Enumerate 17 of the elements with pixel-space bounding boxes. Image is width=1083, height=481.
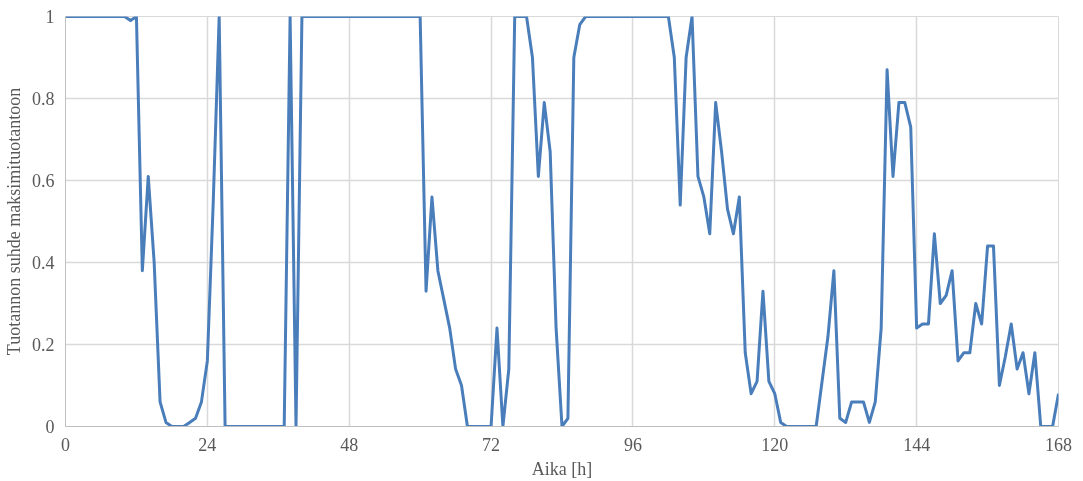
y-tick-label: 0.2 [32, 335, 55, 355]
x-tick-label: 48 [340, 434, 359, 455]
x-axis-title: Aika [h] [531, 458, 593, 479]
y-tick-label: 0 [45, 417, 55, 437]
y-tick-label: 1 [45, 7, 55, 27]
x-tick-label: 24 [198, 434, 217, 455]
x-tick-label: 168 [1045, 434, 1072, 455]
y-tick-label: 0.4 [32, 253, 55, 273]
y-tick-label: 0.6 [32, 171, 55, 191]
x-tick-label: 120 [761, 434, 789, 455]
x-tick-label: 144 [903, 434, 931, 455]
y-axis-title: Tuotannon suhde maksimituotantoon [4, 87, 24, 356]
line-series [65, 16, 1059, 427]
x-tick-label: 72 [482, 434, 501, 455]
y-tick-label: 0.8 [32, 89, 55, 109]
x-tick-label: 96 [623, 434, 642, 455]
x-tick-label: 0 [61, 434, 70, 455]
